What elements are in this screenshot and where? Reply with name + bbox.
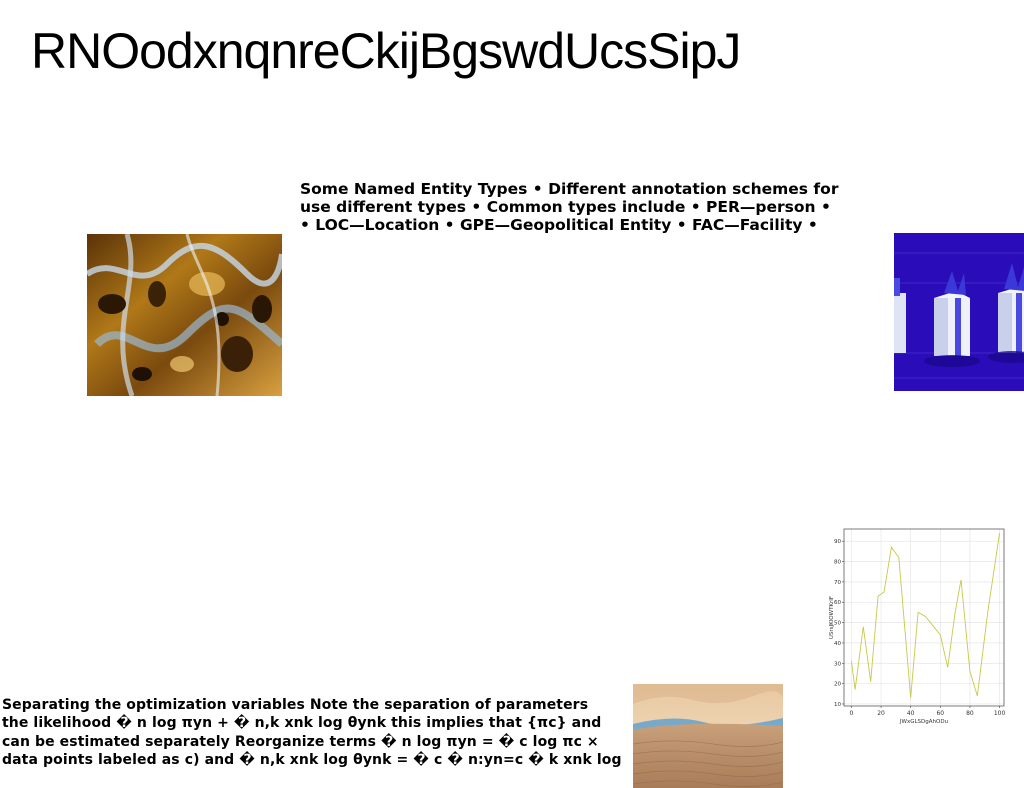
paragraph-line: Some Named Entity Types • Different anno… [300,180,839,198]
paragraph-line: can be estimated separately Reorganize t… [2,733,599,750]
x-tick-label: 40 [907,710,915,717]
line-chart: 0 20 40 60 80 100 10 20 30 40 50 60 70 80 90 JWxGLSDgAh… [828,525,1008,725]
y-tick-label: 40 [834,641,841,647]
x-tick-label: 100 [994,710,1006,717]
y-tick-label: 90 [834,539,841,545]
paragraph-line: • LOC—Location • GPE—Geopolitical Entity… [300,216,818,234]
paragraph-line: Separating the optimization variables No… [2,697,589,713]
x-axis-label: JWxGLSDgAhODu [899,719,948,725]
paragraph-line: data points labeled as c) and � n,k xnk … [2,751,622,768]
desert-dunes-image [633,684,783,788]
abstract-marble-image [87,234,282,396]
y-tick-label: 80 [834,560,841,566]
x-tick-label: 80 [966,710,974,717]
optimization-paragraph: Separating the optimization variables No… [2,696,622,769]
plot-frame [843,528,1005,707]
y-tick-label: 20 [834,682,841,688]
y-tick-label: 50 [834,621,841,627]
y-tick-label: 30 [834,661,841,667]
series-line [850,533,1001,698]
y-tick-label: 60 [834,600,841,606]
x-tick-label: 0 [849,710,853,717]
y-tick-label: 10 [834,702,841,708]
blue-gift-boxes-image [894,233,1024,391]
x-tick-label: 60 [936,710,944,717]
y-axis-label: USrsJKlOWTKrIF [829,596,835,639]
named-entity-paragraph: Some Named Entity Types • Different anno… [300,180,838,234]
x-tick-label: 20 [877,710,885,717]
y-tick-label: 70 [834,580,841,586]
page-title: RNOodxnqnreCkijBgswdUcsSipJ [31,23,741,79]
paragraph-line: the likelihood � n log πyn + � n,k xnk l… [2,715,602,732]
paragraph-line: use different types • Common types inclu… [300,198,831,216]
line-chart-svg: 0 20 40 60 80 100 10 20 30 40 50 60 70 80 90 JWxGLSDgAh… [829,528,1006,725]
